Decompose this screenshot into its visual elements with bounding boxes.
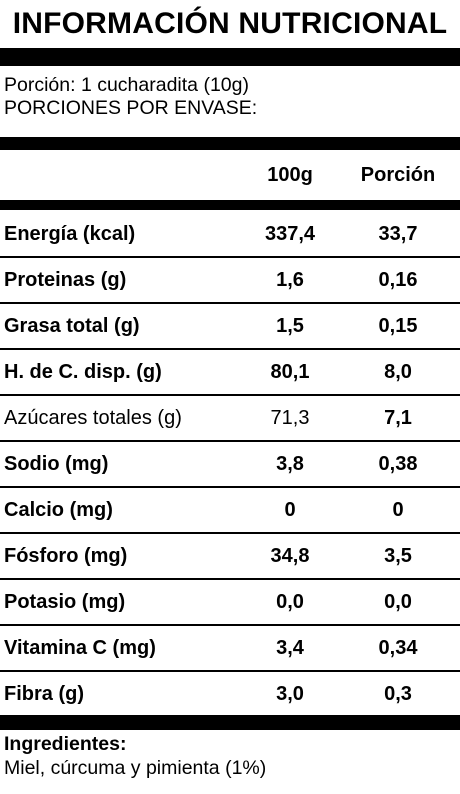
row-divider (0, 394, 460, 396)
value-per-100g: 0 (284, 499, 296, 521)
row-divider (0, 440, 460, 442)
value-per-portion: 0 (392, 499, 404, 521)
servings-per-package: PORCIONES POR ENVASE: (4, 97, 258, 119)
value-per-portion: 3,5 (384, 545, 412, 567)
row-divider (0, 670, 460, 672)
column-header-portion: Porción (360, 164, 436, 186)
table-row: Calcio (mg) 0 0 (0, 487, 460, 533)
row-divider (0, 624, 460, 626)
top-thick-divider (0, 48, 460, 66)
value-per-100g: 3,8 (276, 453, 304, 475)
table-row: Potasio (mg) 0,0 0,0 (0, 579, 460, 625)
table-row: Energía (kcal) 337,4 33,7 (0, 211, 460, 257)
nutrient-label: Azúcares totales (g) (4, 407, 182, 429)
value-per-100g: 337,4 (264, 223, 316, 245)
row-divider (0, 256, 460, 258)
nutrient-label: Fibra (g) (4, 683, 84, 705)
nutrient-label: Vitamina C (mg) (4, 637, 156, 659)
value-per-100g: 3,4 (276, 637, 304, 659)
value-per-100g: 71,3 (270, 407, 310, 429)
nutrient-label: Proteinas (g) (4, 269, 127, 291)
row-divider (0, 302, 460, 304)
value-per-100g: 3,0 (276, 683, 304, 705)
nutrient-label: Sodio (mg) (4, 453, 109, 475)
table-row: Grasa total (g) 1,5 0,15 (0, 303, 460, 349)
value-per-portion: 8,0 (384, 361, 412, 383)
value-per-portion: 0,34 (378, 637, 418, 659)
value-per-portion: 7,1 (384, 407, 412, 429)
value-per-100g: 34,8 (270, 545, 310, 567)
nutrient-label: Grasa total (g) (4, 315, 140, 337)
value-per-100g: 0,0 (276, 591, 304, 613)
value-per-100g: 1,6 (276, 269, 304, 291)
table-row: Proteinas (g) 1,6 0,16 (0, 257, 460, 303)
ingredients-text: Miel, cúrcuma y pimienta (1%) (4, 757, 267, 779)
value-per-portion: 0,3 (384, 683, 412, 705)
table-row: Azúcares totales (g) 71,3 7,1 (0, 395, 460, 441)
table-row: Sodio (mg) 3,8 0,38 (0, 441, 460, 487)
nutrient-label: Energía (kcal) (4, 223, 136, 245)
row-divider (0, 348, 460, 350)
nutrient-label: Potasio (mg) (4, 591, 126, 613)
row-divider (0, 486, 460, 488)
row-divider (0, 578, 460, 580)
value-per-portion: 33,7 (378, 223, 418, 245)
bottom-thick-divider (0, 715, 460, 730)
value-per-100g: 1,5 (276, 315, 304, 337)
table-row: Fibra (g) 3,0 0,3 (0, 671, 460, 717)
serving-info: Porción: 1 cucharadita (10g) PORCIONES P… (4, 74, 257, 120)
value-per-100g: 80,1 (270, 361, 310, 383)
column-header-100g: 100g (267, 164, 313, 186)
nutrient-label: Fósforo (mg) (4, 545, 128, 567)
value-per-portion: 0,15 (378, 315, 418, 337)
table-row: Vitamina C (mg) 3,4 0,34 (0, 625, 460, 671)
nutrient-label: H. de C. disp. (g) (4, 361, 162, 383)
value-per-portion: 0,0 (384, 591, 412, 613)
serving-divider (0, 137, 460, 150)
ingredients-title: Ingredientes: (4, 733, 127, 755)
value-per-portion: 0,16 (378, 269, 418, 291)
row-divider (0, 532, 460, 534)
nutrient-label: Calcio (mg) (4, 499, 113, 521)
table-row: Fósforo (mg) 34,8 3,5 (0, 533, 460, 579)
value-per-portion: 0,38 (378, 453, 418, 475)
header-divider (0, 200, 460, 210)
label-title: INFORMACIÓN NUTRICIONAL (12, 7, 448, 40)
table-row: H. de C. disp. (g) 80,1 8,0 (0, 349, 460, 395)
serving-size: Porción: 1 cucharadita (10g) (4, 74, 249, 96)
